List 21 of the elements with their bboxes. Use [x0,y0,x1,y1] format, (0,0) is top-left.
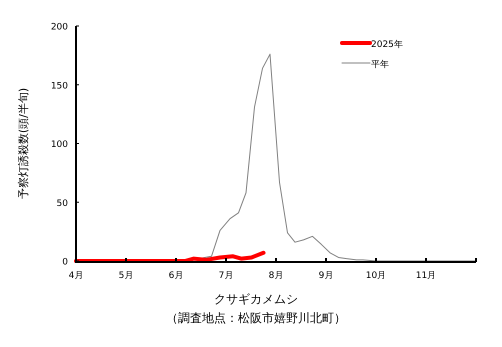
text: （調査地点：松阪市嬉野川北町） [166,311,346,325]
y-tick-label: 50 [56,198,68,209]
x-tick-label: 11月 [416,271,436,281]
legend-item: 平年 [342,60,389,70]
y-tick-label: 200 [50,22,68,32]
legend-item: 2025年 [340,40,403,50]
y-tick-label: 0 [62,258,68,268]
line-series [74,250,266,263]
x-tick-label: 10月 [366,271,386,281]
x-tick-label: 4月 [68,271,84,281]
x-tick-label: 6月 [168,271,184,281]
x-tick-label: 8月 [268,271,284,281]
y-tick-label: 100 [50,140,68,150]
legend-label: 2025年 [371,39,403,50]
y-tick-label: 150 [50,81,68,92]
x-tick-label: 7月 [218,271,234,281]
x-tick-label: 9月 [318,271,334,281]
y-axis-title: 予察灯誘殺数(頭/半旬) [17,88,30,200]
legend-label: 平年 [371,59,389,70]
x-tick-label: 5月 [118,271,134,281]
x-axis-title: クサギカメムシ [214,292,298,306]
